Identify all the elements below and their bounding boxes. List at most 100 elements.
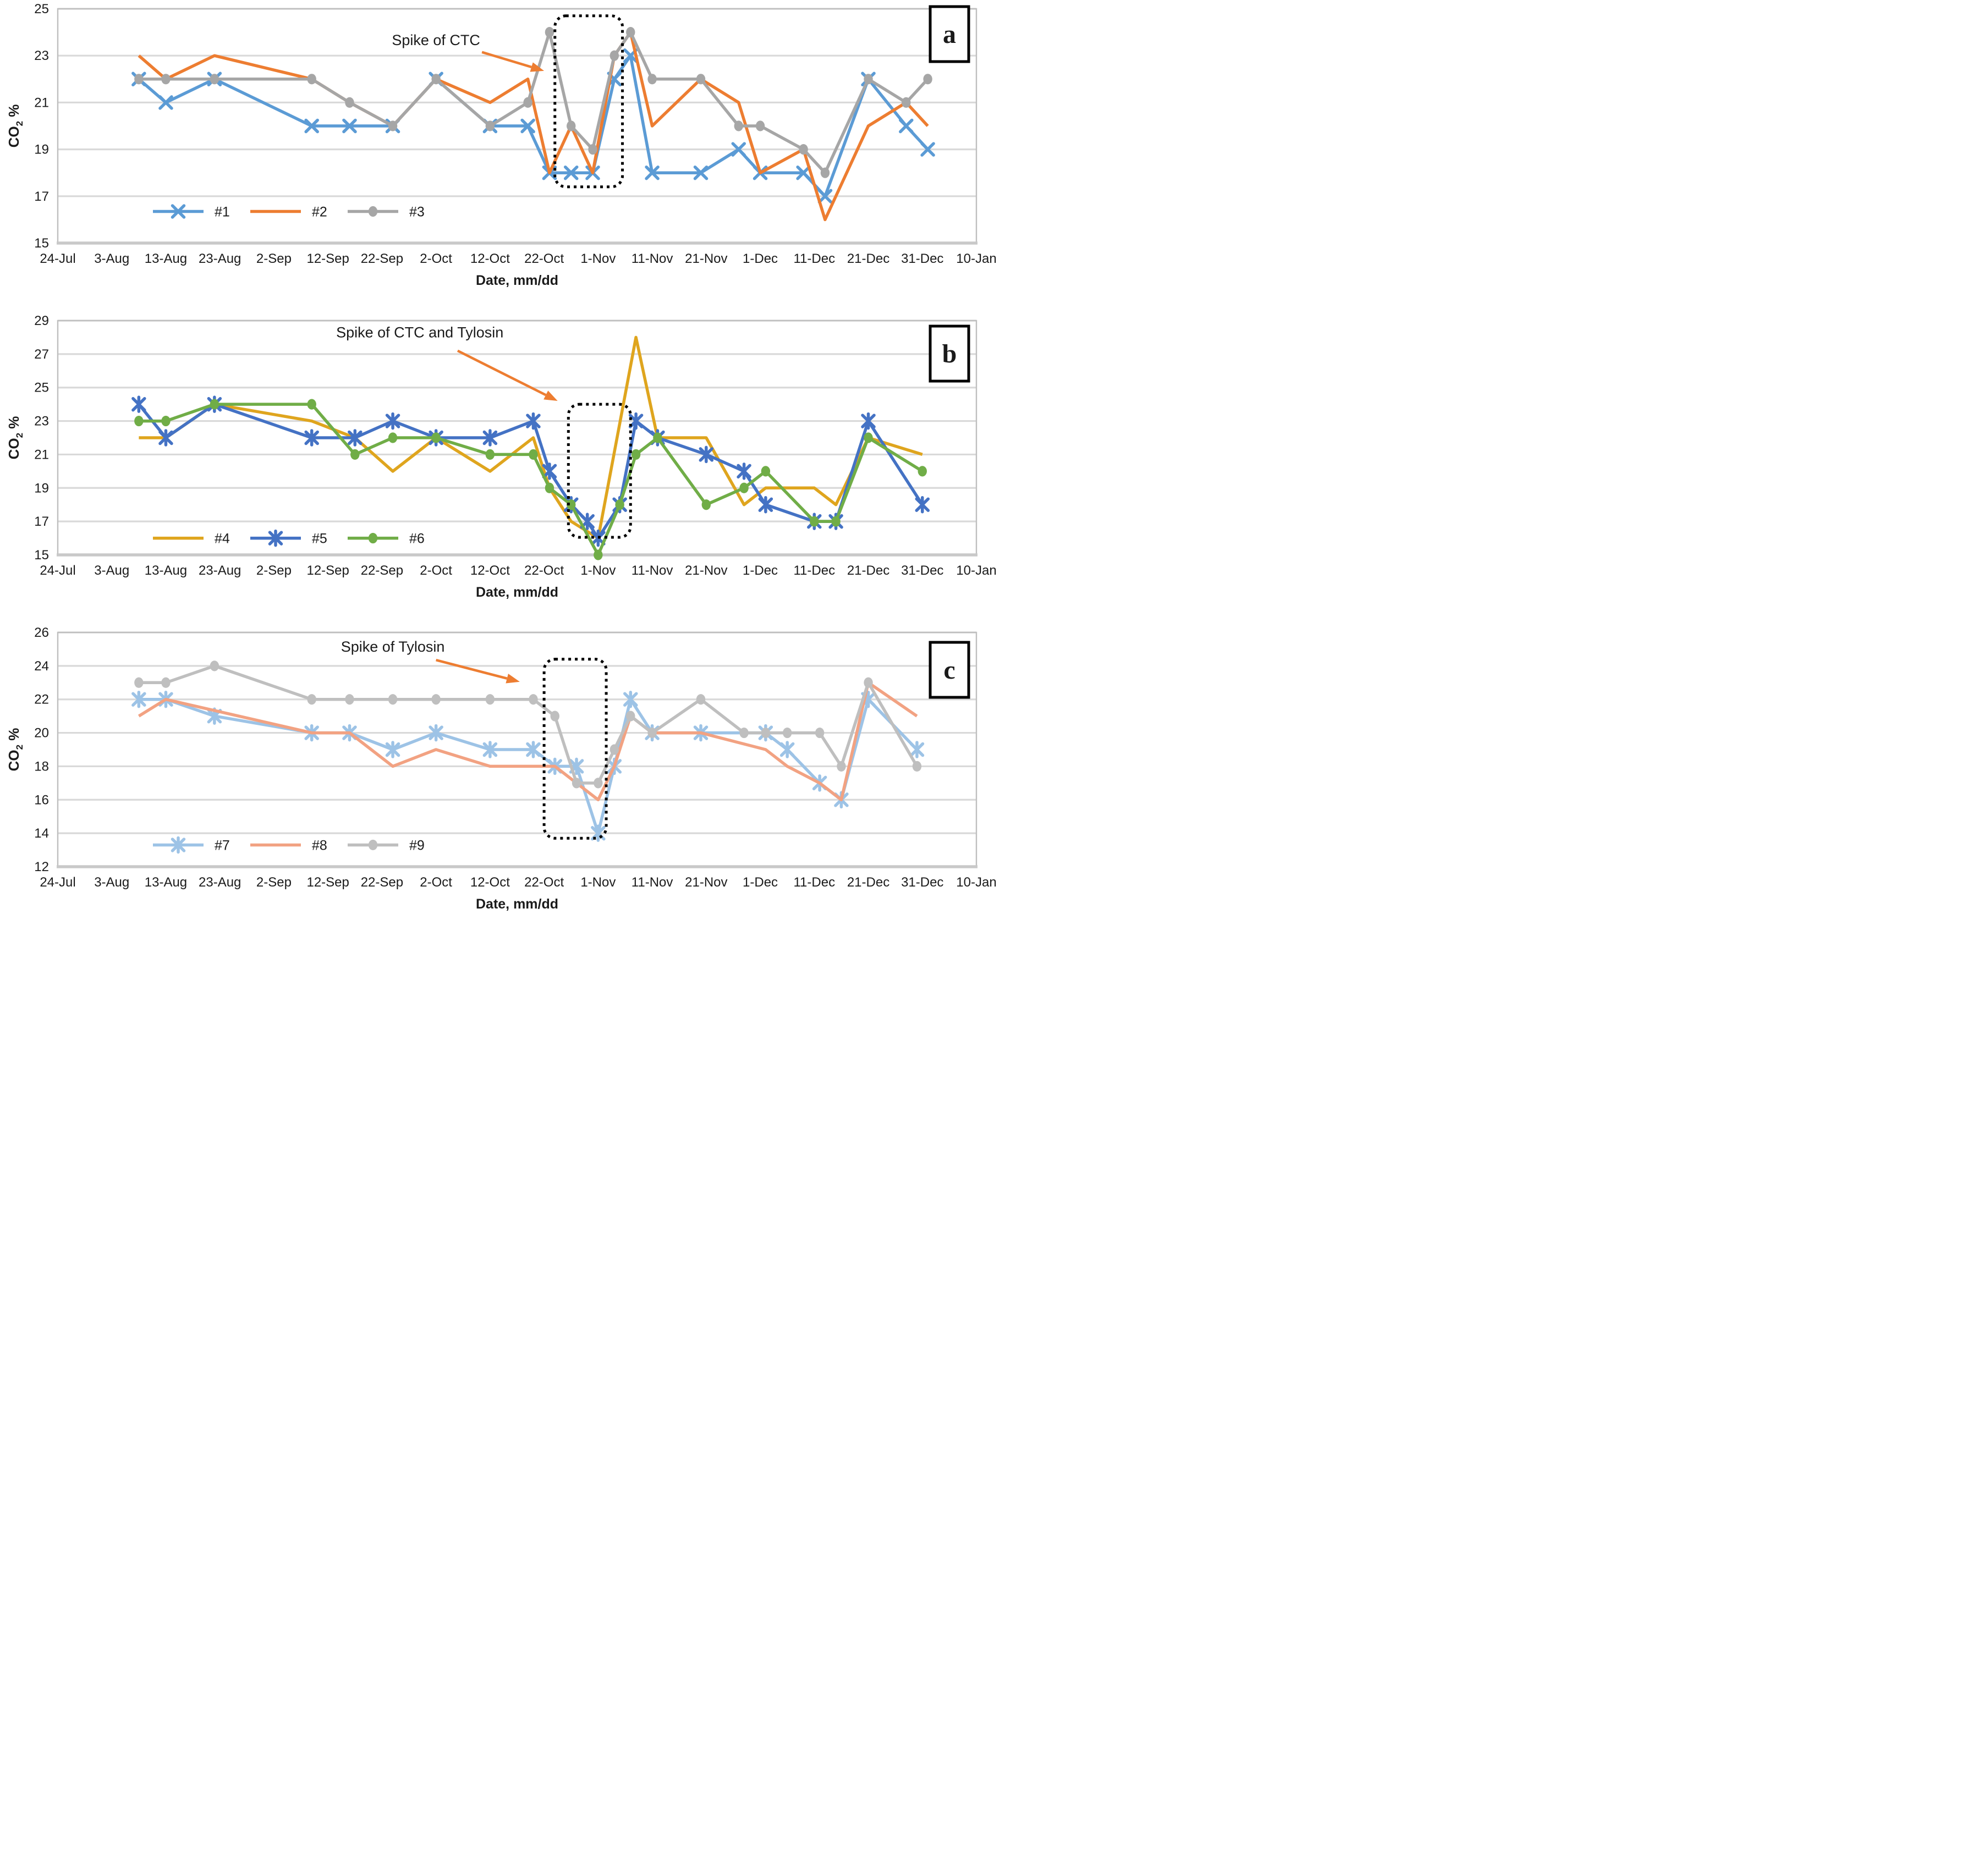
- x-tick-label: 22-Sep: [361, 875, 403, 890]
- series-#3-point: [545, 27, 554, 38]
- series-#9-point: [572, 778, 581, 789]
- y-tick-label: 17: [34, 514, 49, 529]
- series-#5-point: [699, 445, 714, 464]
- series-#6-point: [529, 449, 538, 460]
- x-tick-label: 23-Aug: [199, 563, 241, 578]
- series-#1-point: [520, 118, 535, 134]
- series-#1-point: [645, 165, 660, 180]
- x-tick-label: 22-Oct: [524, 251, 564, 266]
- y-axis-title: CO2 %: [6, 104, 25, 148]
- x-tick-label: 1-Dec: [743, 251, 778, 266]
- series-#6-point: [631, 449, 641, 460]
- series-#4-line: [139, 335, 923, 540]
- annotation-arrow-line: [481, 51, 532, 69]
- series-#9-point: [864, 677, 873, 688]
- legend-item-#9: #9: [348, 838, 425, 853]
- x-tick-label: 1-Nov: [580, 251, 616, 266]
- y-tick-label: 29: [34, 313, 49, 328]
- series-#1-line: [138, 54, 929, 198]
- series-#5-point: [385, 412, 400, 430]
- legend-swatch-marker: [171, 836, 186, 854]
- series-#7-point: [482, 741, 498, 758]
- x-tick-label: 13-Aug: [145, 563, 187, 578]
- x-tick-label: 31-Dec: [901, 251, 943, 266]
- series-#7-point: [623, 690, 638, 708]
- x-tick-label: 3-Aug: [94, 875, 129, 890]
- series-#5-point: [737, 463, 751, 480]
- x-tick-label: 21-Dec: [847, 563, 889, 578]
- series-#5-point: [526, 412, 541, 430]
- panel-letter-box: [929, 5, 970, 63]
- series-#9-point: [912, 761, 922, 772]
- y-tick-label: 19: [34, 481, 49, 495]
- series-#6-point: [653, 432, 662, 443]
- x-tick-label: 21-Dec: [847, 875, 889, 890]
- series-#9-point: [647, 727, 657, 739]
- series-#9-markers: [134, 660, 922, 789]
- series-#3-point: [388, 120, 398, 131]
- y-tick-label: 26: [34, 625, 49, 640]
- series-#5-point: [758, 495, 773, 514]
- y-tick-label: 15: [34, 548, 49, 563]
- y-tick-label: 22: [34, 692, 49, 707]
- panel-letter: b: [942, 339, 957, 368]
- legend-item-#2: #2: [250, 204, 327, 219]
- series-#3-point: [609, 50, 619, 61]
- legend-label: #2: [312, 204, 327, 219]
- series-#5-point: [131, 395, 146, 413]
- x-tick-label: 31-Dec: [901, 875, 943, 890]
- x-tick-label: 1-Nov: [580, 563, 616, 578]
- x-tick-label: 13-Aug: [145, 251, 187, 266]
- series-#6-point: [701, 499, 711, 510]
- x-tick-label: 2-Sep: [256, 251, 292, 266]
- series-#3-point: [161, 74, 171, 85]
- series-#9-point: [431, 694, 441, 705]
- panel-c: 12 14 16 18 20 22 24 26 24-Jul 3-Aug 13-Aug 23-Aug 2…: [0, 624, 997, 935]
- series-#3-point: [696, 74, 706, 85]
- annotation-arrow-head: [543, 390, 558, 401]
- legend-item-#8: #8: [250, 838, 327, 853]
- series-#1-point: [304, 118, 319, 134]
- series-#3-point: [134, 74, 144, 85]
- annotation-arrow-head: [506, 674, 520, 684]
- panel-a: 15 17 19 21 23 25 24-Jul 3-Aug 13-Aug 23-Aug 2-Sep…: [0, 0, 997, 312]
- legend-item-#6: #6: [348, 531, 425, 547]
- series-#9-point: [626, 711, 635, 722]
- x-tick-label: 23-Aug: [199, 875, 241, 890]
- series-#3-point: [485, 120, 495, 131]
- legend-label: #1: [215, 204, 230, 219]
- spike-highlight-box: [542, 658, 608, 840]
- series-#6-point: [161, 415, 171, 427]
- legend-label: #5: [312, 531, 327, 547]
- y-tick-label: 23: [34, 414, 49, 429]
- x-tick-label: 10-Jan: [956, 251, 996, 266]
- x-tick-label: 22-Oct: [524, 563, 564, 578]
- series-#5-point: [348, 429, 363, 447]
- series-#6-point: [388, 432, 398, 443]
- series-#9-point: [161, 677, 171, 688]
- x-tick-label: 12-Sep: [306, 875, 349, 890]
- series-#9-point: [388, 694, 398, 705]
- series-#7-point: [909, 741, 925, 758]
- series-#6-point: [485, 449, 495, 460]
- series-#9-point: [609, 744, 619, 755]
- series-#6-point: [594, 549, 603, 560]
- x-tick-label: 22-Sep: [361, 563, 403, 578]
- x-tick-label: 10-Jan: [956, 563, 996, 578]
- x-axis-title: Date, mm/dd: [476, 585, 558, 600]
- series-#7-point: [429, 724, 443, 742]
- series-#6-point: [615, 499, 624, 510]
- panel-letter-box: [929, 641, 970, 699]
- series-#3-point: [588, 144, 597, 155]
- legend-label: #7: [215, 838, 230, 853]
- series-#1-point: [796, 165, 811, 180]
- x-tick-label: 24-Jul: [40, 563, 75, 578]
- series-#9-point: [815, 727, 825, 739]
- x-tick-label: 12-Oct: [470, 875, 510, 890]
- x-tick-label: 13-Aug: [145, 875, 187, 890]
- x-tick-label: 12-Sep: [306, 251, 349, 266]
- series-#3-point: [902, 97, 911, 108]
- series-#9-point: [837, 761, 846, 772]
- series-#1-point: [158, 95, 173, 110]
- series-#3-point: [923, 74, 932, 85]
